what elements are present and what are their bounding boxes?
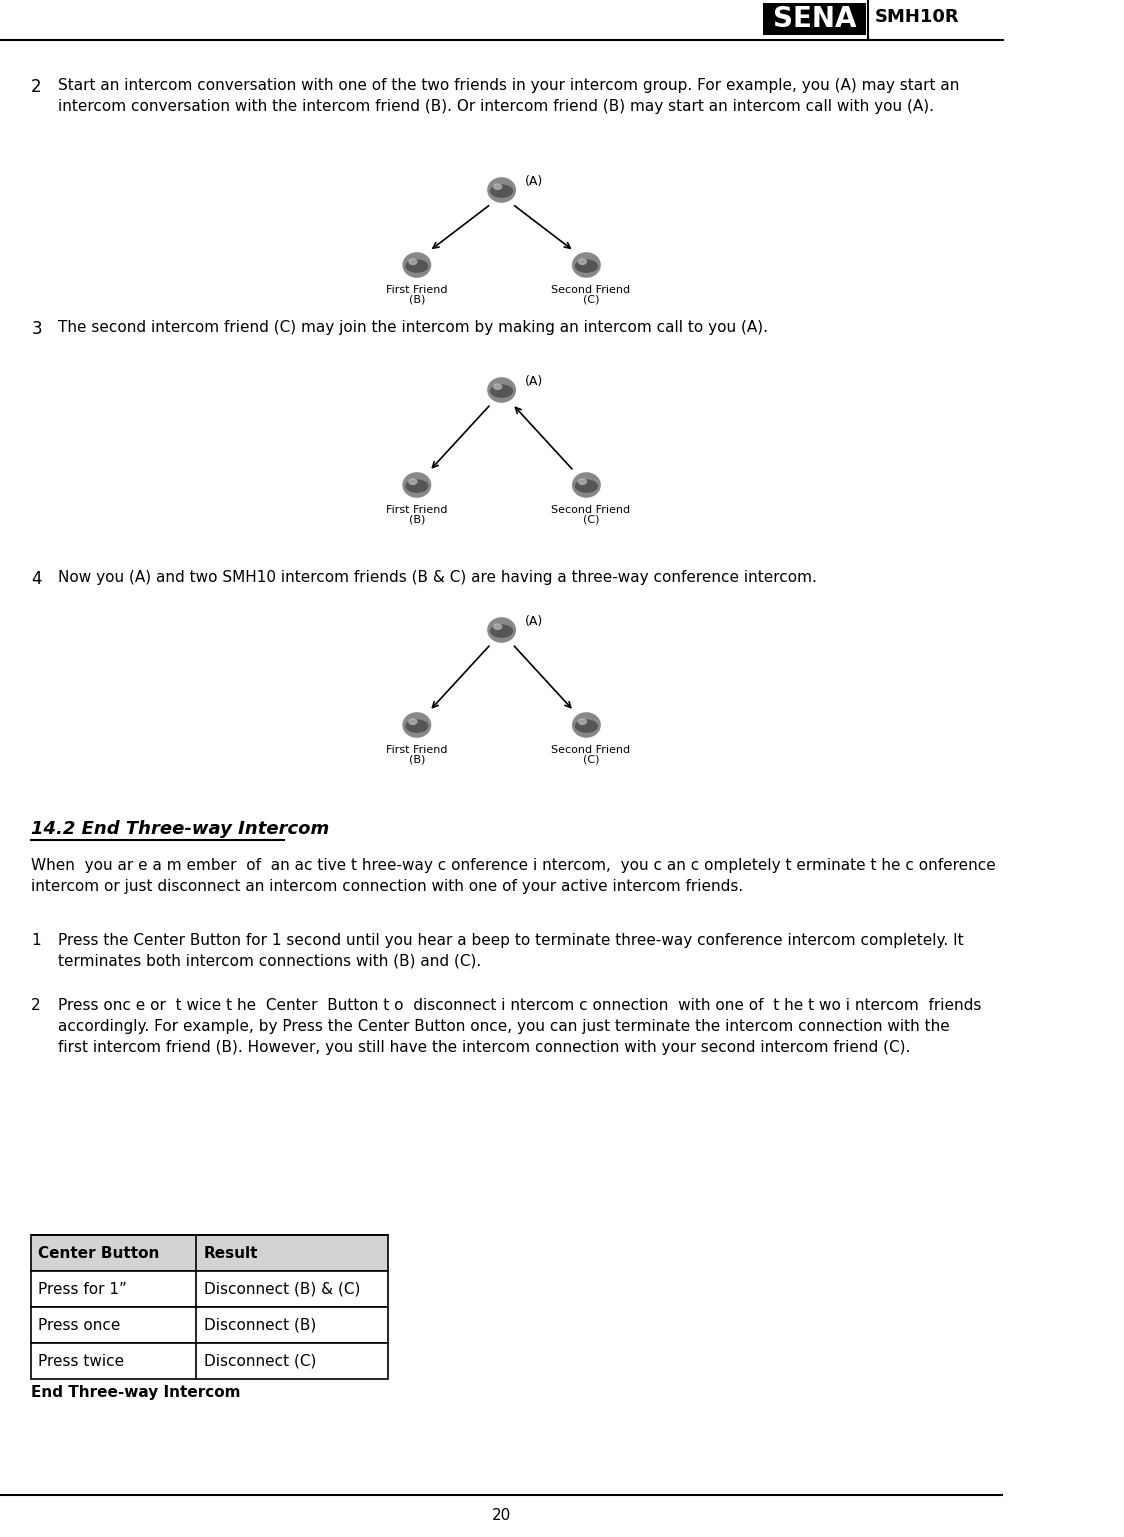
Ellipse shape	[488, 378, 516, 403]
Ellipse shape	[493, 384, 501, 389]
Text: 1: 1	[31, 933, 40, 948]
Text: SENA: SENA	[772, 5, 856, 32]
Text: 14.2 End Three-way Intercom: 14.2 End Three-way Intercom	[31, 821, 329, 838]
Text: (C): (C)	[582, 755, 599, 765]
Ellipse shape	[491, 626, 513, 638]
Text: 4: 4	[31, 570, 42, 589]
Ellipse shape	[491, 386, 513, 397]
Ellipse shape	[493, 624, 501, 630]
Ellipse shape	[404, 713, 430, 738]
Text: 2: 2	[31, 78, 42, 95]
Text: Second Friend: Second Friend	[551, 284, 631, 295]
Text: 20: 20	[492, 1508, 511, 1523]
Ellipse shape	[404, 254, 430, 277]
Text: The second intercom friend (C) may join the intercom by making an intercom call : The second intercom friend (C) may join …	[58, 320, 768, 335]
Ellipse shape	[404, 473, 430, 496]
Ellipse shape	[579, 480, 587, 484]
Ellipse shape	[572, 713, 600, 738]
Text: Disconnect (B): Disconnect (B)	[203, 1317, 316, 1333]
Text: (C): (C)	[582, 295, 599, 304]
Text: End Three-way Intercom: End Three-way Intercom	[31, 1385, 241, 1400]
Text: Disconnect (B) & (C): Disconnect (B) & (C)	[203, 1282, 360, 1297]
Text: Center Button: Center Button	[38, 1245, 160, 1260]
Ellipse shape	[493, 184, 501, 189]
Ellipse shape	[491, 184, 513, 197]
FancyBboxPatch shape	[763, 3, 865, 35]
Ellipse shape	[575, 480, 597, 492]
Text: Press twice: Press twice	[38, 1354, 125, 1368]
Text: Start an intercom conversation with one of the two friends in your intercom grou: Start an intercom conversation with one …	[58, 78, 960, 114]
Ellipse shape	[488, 618, 516, 642]
Text: First Friend: First Friend	[386, 506, 447, 515]
Text: (A): (A)	[525, 175, 543, 189]
Text: Second Friend: Second Friend	[551, 506, 631, 515]
Text: SMH10R: SMH10R	[874, 8, 959, 26]
Ellipse shape	[579, 719, 587, 724]
Ellipse shape	[575, 260, 597, 272]
Text: Press for 1”: Press for 1”	[38, 1282, 127, 1297]
Ellipse shape	[406, 260, 427, 272]
Text: Result: Result	[203, 1245, 259, 1260]
Text: 2: 2	[31, 998, 40, 1013]
FancyBboxPatch shape	[31, 1343, 388, 1379]
Ellipse shape	[406, 480, 427, 492]
FancyBboxPatch shape	[31, 1306, 388, 1343]
Ellipse shape	[409, 480, 417, 484]
Text: First Friend: First Friend	[386, 745, 447, 755]
Text: When  you ar e a m ember  of  an ac tive t hree-way c onference i ntercom,  you : When you ar e a m ember of an ac tive t …	[31, 858, 996, 895]
Text: (A): (A)	[525, 375, 543, 389]
Ellipse shape	[572, 254, 600, 277]
FancyBboxPatch shape	[31, 1271, 388, 1306]
Text: First Friend: First Friend	[386, 284, 447, 295]
Text: Press the Center Button for 1 second until you hear a beep to terminate three-wa: Press the Center Button for 1 second unt…	[58, 933, 963, 968]
Text: (B): (B)	[409, 515, 425, 526]
Ellipse shape	[488, 178, 516, 201]
Text: Second Friend: Second Friend	[551, 745, 631, 755]
Text: Disconnect (C): Disconnect (C)	[203, 1354, 316, 1368]
Ellipse shape	[406, 719, 427, 732]
Ellipse shape	[409, 719, 417, 724]
Ellipse shape	[579, 258, 587, 264]
Ellipse shape	[572, 473, 600, 496]
FancyBboxPatch shape	[31, 1236, 388, 1271]
Text: (B): (B)	[409, 755, 425, 765]
Text: (B): (B)	[409, 295, 425, 304]
Text: (C): (C)	[582, 515, 599, 526]
Text: 3: 3	[31, 320, 42, 338]
Text: Now you (A) and two SMH10 intercom friends (B & C) are having a three-way confer: Now you (A) and two SMH10 intercom frien…	[58, 570, 817, 586]
Ellipse shape	[575, 719, 597, 732]
Text: Press once: Press once	[38, 1317, 120, 1333]
Text: (A): (A)	[525, 615, 543, 629]
Ellipse shape	[409, 258, 417, 264]
Text: Press onc e or  t wice t he  Center  Button t o  disconnect i ntercom c onnectio: Press onc e or t wice t he Center Button…	[58, 998, 981, 1054]
